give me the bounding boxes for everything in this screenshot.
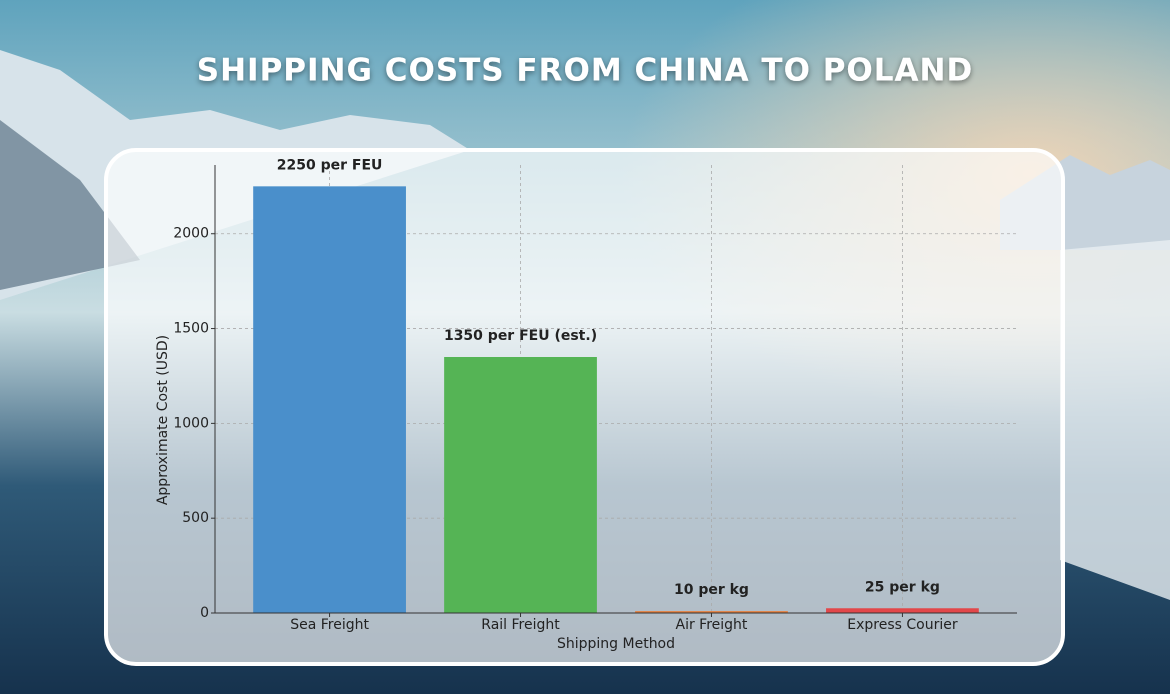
bar [444,357,597,613]
value-label: 10 per kg [674,582,749,598]
y-tick-label: 1500 [173,321,209,337]
y-tick-label: 0 [200,605,209,621]
chart-title: SHIPPING COSTS FROM CHINA TO POLAND [197,53,973,89]
value-label: 2250 per FEU [277,157,383,173]
bar [635,611,788,613]
x-tick-label: Express Courier [847,617,958,633]
x-tick-label: Air Freight [676,617,748,633]
bar [826,608,979,613]
bar [253,186,406,614]
x-tick-label: Rail Freight [481,617,560,633]
value-label: 1350 per FEU (est.) [444,328,597,344]
y-tick-label: 500 [182,510,209,526]
shore-right [1060,240,1170,600]
x-tick-label: Sea Freight [290,617,369,633]
value-label: 25 per kg [865,579,940,595]
y-axis-label: Approximate Cost (USD) [155,335,171,505]
x-axis-label: Shipping Method [557,636,675,652]
y-tick-label: 1000 [173,415,209,431]
y-tick-label: 2000 [173,226,209,242]
